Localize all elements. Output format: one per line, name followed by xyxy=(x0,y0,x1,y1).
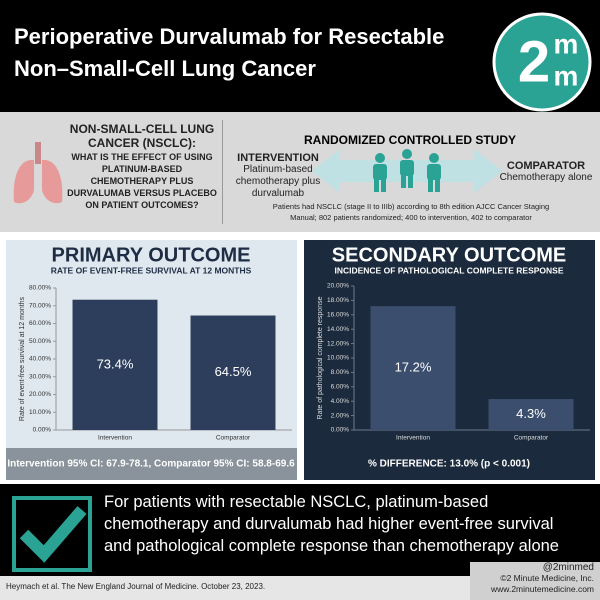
comparator-label: COMPARATOR xyxy=(506,160,586,172)
credit-line: www.2minutemedicine.com xyxy=(491,584,594,594)
intervention-label: INTERVENTION xyxy=(237,152,319,164)
data-label: 4.3% xyxy=(516,406,546,421)
logo: 2 m m xyxy=(492,12,592,112)
chart-title: PRIMARY OUTCOME xyxy=(52,244,251,266)
y-tick-label: 80.00% xyxy=(29,285,51,292)
bar xyxy=(72,299,158,430)
bar xyxy=(370,306,456,430)
study-heading: RANDOMIZED CONTROLLED STUDY xyxy=(304,133,516,147)
intervention-line: chemotherapy plus xyxy=(235,176,321,187)
conclusion-line: For patients with resectable NSCLC, plat… xyxy=(104,493,489,511)
logo-digit: 2 xyxy=(518,29,550,94)
chart-title: SECONDARY OUTCOME xyxy=(332,244,566,266)
x-tick-label: Comparator xyxy=(216,435,251,442)
y-tick-label: 10.00% xyxy=(327,355,349,362)
check-icon xyxy=(12,496,92,572)
footer: % DIFFERENCE: 13.0% (p < 0.001) xyxy=(368,459,530,470)
credits: @2minmed ©2 Minute Medicine, Inc. www.2m… xyxy=(470,562,600,600)
logo-m: m xyxy=(554,28,579,59)
question-line: CHEMOTHERAPY PLUS xyxy=(90,176,194,186)
y-tick-label: 6.00% xyxy=(331,384,350,391)
footer-bg xyxy=(304,448,595,480)
bar xyxy=(488,399,574,430)
citation: Heymach et al. The New England Journal o… xyxy=(6,582,266,591)
data-label: 73.4% xyxy=(97,356,134,371)
y-tick-label: 4.00% xyxy=(331,398,350,405)
chart-subtitle: RATE OF EVENT-FREE SURVIVAL AT 12 MONTHS xyxy=(51,265,252,275)
question-heading: NON-SMALL-CELL LUNG xyxy=(69,122,215,136)
conclusion-line: and pathological complete response than … xyxy=(104,537,559,555)
conclusion-line: chemotherapy and durvalumab had higher e… xyxy=(104,515,554,533)
question-line: PLATINUM-BASED xyxy=(101,164,183,174)
data-label: 17.2% xyxy=(395,360,432,375)
intervention-line: Platinum-based xyxy=(243,164,313,175)
x-tick-label: Intervention xyxy=(396,435,430,442)
intervention-line: durvalumab xyxy=(251,188,305,199)
divider xyxy=(222,120,223,224)
footer: Intervention 95% CI: 67.9-78.1, Comparat… xyxy=(7,459,295,470)
y-tick-label: 14.00% xyxy=(327,326,349,333)
title-line: Non–Small-Cell Lung Cancer xyxy=(14,56,316,81)
y-tick-label: 16.00% xyxy=(327,312,349,319)
y-tick-label: 70.00% xyxy=(29,302,51,309)
y-tick-label: 30.00% xyxy=(29,373,51,380)
credit-line: @2minmed xyxy=(542,562,594,573)
y-tick-label: 0.00% xyxy=(33,427,52,434)
logo-circle xyxy=(492,12,592,112)
note-line: Patients had NSCLC (stage II to IIIb) ac… xyxy=(272,202,550,211)
title-line: Perioperative Durvalumab for Resectable xyxy=(14,24,445,49)
footer-bg xyxy=(6,448,297,480)
y-tick-label: 60.00% xyxy=(29,320,51,327)
question-body: WHAT IS THE EFFECT OF USING PLATINUM-BAS… xyxy=(62,151,222,211)
arrow-graphic xyxy=(312,149,502,193)
y-tick-label: 20.00% xyxy=(29,391,51,398)
x-tick-label: Intervention xyxy=(98,435,132,442)
y-tick-label: 18.00% xyxy=(327,297,349,304)
question-line: WHAT IS THE EFFECT OF USING xyxy=(71,152,213,162)
question-heading: CANCER (NSCLC): xyxy=(88,136,196,150)
y-tick-label: 2.00% xyxy=(331,412,350,419)
y-tick-label: 40.00% xyxy=(29,356,51,363)
lungs-icon xyxy=(13,142,63,204)
y-tick-label: 10.00% xyxy=(29,409,51,416)
y-tick-label: 50.00% xyxy=(29,338,51,345)
credit-line: ©2 Minute Medicine, Inc. xyxy=(500,573,594,583)
note-line: Manual; 802 patients randomized; 400 to … xyxy=(290,213,532,222)
logo-m: m xyxy=(554,60,579,91)
comparator-line: Chemotherapy alone xyxy=(499,172,593,183)
y-tick-label: 8.00% xyxy=(331,369,350,376)
bar xyxy=(190,315,276,430)
question-line: DURVALUMAB VERSUS PLACEBO xyxy=(67,188,217,198)
comparator: COMPARATOR Chemotherapy alone xyxy=(496,160,596,184)
citation-bar xyxy=(0,576,470,600)
y-tick-label: 12.00% xyxy=(327,340,349,347)
data-label: 64.5% xyxy=(215,364,252,379)
question-line: ON PATIENT OUTCOMES? xyxy=(85,200,199,210)
study-note: Patients had NSCLC (stage II to IIIb) ac… xyxy=(226,201,596,223)
y-tick-label: 0.00% xyxy=(331,427,350,434)
intervention: INTERVENTION Platinum-based chemotherapy… xyxy=(228,152,328,200)
question: NON-SMALL-CELL LUNG CANCER (NSCLC): xyxy=(62,122,222,150)
y-axis-label: Rate of pathological complete response xyxy=(317,296,324,419)
y-axis-label: Rate of event-free survival at 12 months xyxy=(19,296,26,421)
y-tick-label: 20.00% xyxy=(327,283,349,290)
x-tick-label: Comparator xyxy=(514,435,549,442)
chart-subtitle: INCIDENCE OF PATHOLOGICAL COMPLETE RESPO… xyxy=(334,265,563,275)
